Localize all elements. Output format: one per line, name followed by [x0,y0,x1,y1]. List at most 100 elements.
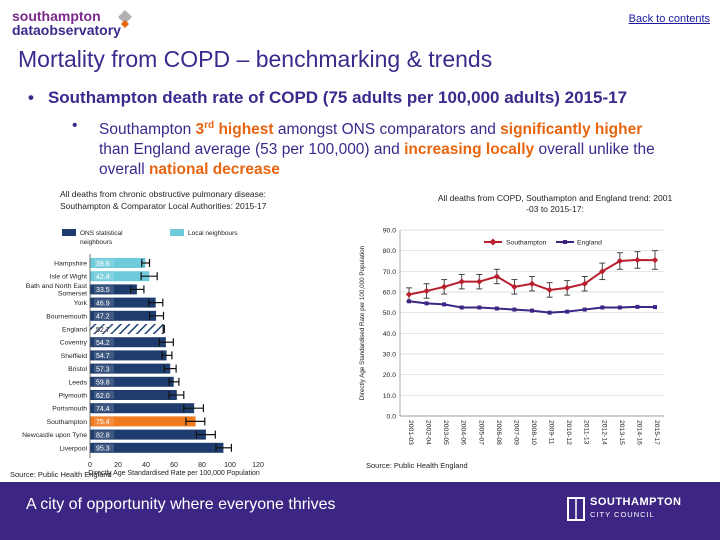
left-chart-title-line1: All deaths from chronic obstructive pulm… [60,189,266,199]
category-label: Liverpool [59,445,87,452]
data-observatory-logo: southampton dataobservatory [12,9,132,38]
page-title: Mortality from COPD – benchmarking & tre… [18,46,493,72]
rank-suffix: rd [204,120,215,131]
value-label: 74.4 [96,406,110,413]
bullet-main: • Southampton death rate of COPD (75 adul… [28,88,627,108]
category-label: Bath and North East [26,283,87,290]
legend-ons-label: neighbours [80,239,113,246]
x-tick-label: 2014-16 [635,420,642,445]
council-logo-line2: CITY COUNCIL [590,510,655,519]
category-label: York [74,300,88,307]
x-tick-label: 2010-12 [565,420,572,445]
y-tick-label: 70.0 [383,269,396,276]
value-label-bg [94,285,114,294]
right-source-note: Source: Public Health England [366,461,468,470]
footer-banner: A city of opportunity where everyone thr… [0,482,720,540]
y-tick-label: 60.0 [383,290,396,297]
category-label: Bristol [68,366,87,373]
logo-line1: southampton [12,8,101,24]
value-label-bg [94,325,114,333]
significance-highlight: significantly higher [500,121,643,139]
rank-highlight: highest [214,121,274,139]
bar [90,258,146,268]
footer-tagline: A city of opportunity where everyone thr… [26,496,336,513]
x-tick-label: 60 [170,462,178,469]
x-tick-label: 0 [88,462,92,469]
data-point [565,309,570,314]
x-tick-label: 2004-06 [460,420,467,445]
right-chart-title-line1: All deaths from COPD, Southampton and En… [437,193,673,203]
bullet-main-text: Southampton death rate of COPD (75 adult… [47,88,628,107]
comparator-bar-chart: ONS statistical neighbours Local neighbour… [22,229,264,477]
y-tick-label: 40.0 [383,331,396,338]
x-tick-label: 2015-17 [653,420,660,445]
value-label: 42.4 [96,274,110,281]
data-point [651,257,659,264]
bar [90,376,174,387]
data-point [477,305,482,310]
bar [90,284,137,295]
legend-local-swatch [170,229,184,236]
value-label: 47.2 [96,314,110,321]
x-tick-label: 2013-15 [618,420,625,445]
x-tick-label: 2007-09 [512,420,519,445]
sub-text-part: overall unlike the overall [99,141,655,179]
council-crest-icon [567,497,585,521]
x-tick-label: 2002-04 [425,420,432,445]
data-point [512,307,517,312]
logo-line2: dataobservatory [12,22,121,38]
bullet-sub: • Southampton 3rd highest amongst ONS co… [72,116,672,180]
category-label: Somerset [58,290,87,297]
right-chart-title-line2: -03 to 2015-17: [526,204,584,214]
legend-southampton-label: Southampton [506,240,547,247]
x-tick-label: 2009-11 [548,420,555,445]
data-point [582,307,587,312]
trend-highlight: increasing locally [404,141,535,159]
value-label: 59.8 [96,380,110,387]
data-point [459,305,464,310]
category-label: England [62,327,87,334]
back-to-contents-link[interactable]: Back to contents [628,13,710,25]
value-label-bg [94,364,114,373]
value-label-bg [94,430,114,439]
value-label: 75.4 [96,419,110,426]
value-label-bg [94,391,114,399]
bar [90,324,164,334]
value-label: 52.7 [96,327,110,334]
bar [90,403,195,414]
x-tick-label: 80 [198,462,206,469]
value-label-bg [94,272,114,281]
trend-line-chart: 0.0 10.0 20.0 30.0 40.0 50.0 60.0 70.0 80.0 90.0 D… [359,228,664,445]
value-label-bg [94,377,114,386]
data-point [424,301,429,306]
y-tick-label: 10.0 [383,393,396,400]
data-point [476,278,483,285]
x-tick-label: 2012-14 [600,420,607,445]
value-label: 54.7 [96,353,110,360]
data-point [407,299,411,304]
data-point [442,302,447,307]
bullet-symbol: • [72,117,78,134]
rank-number: 3 [195,121,205,139]
value-label-bg [94,259,114,267]
x-tick-label: 2003-05 [442,420,449,445]
value-label: 57.3 [96,366,110,373]
y-tick-label: 30.0 [383,352,396,359]
category-label: Coventry [60,340,88,347]
value-label: 82.8 [96,432,110,439]
value-label-bg [94,338,114,347]
y-tick-label: 0.0 [387,414,397,421]
data-point [494,306,499,311]
x-tick-label: 20 [114,462,122,469]
sub-text-part: Southampton [99,121,196,139]
category-label: Portsmouth [52,406,87,413]
category-label: Hampshire [54,261,87,268]
data-point [493,273,500,280]
bullet-sub-text: Southampton 3rd highest amongst ONS comp… [99,116,672,180]
y-tick-label: 20.0 [383,372,396,379]
sub-text-part: amongst ONS comparators and [273,121,501,139]
category-label: Bournemouth [46,313,87,320]
x-tick-label: 2005-07 [477,420,484,445]
value-label-bg [94,443,114,452]
bar [90,271,150,282]
